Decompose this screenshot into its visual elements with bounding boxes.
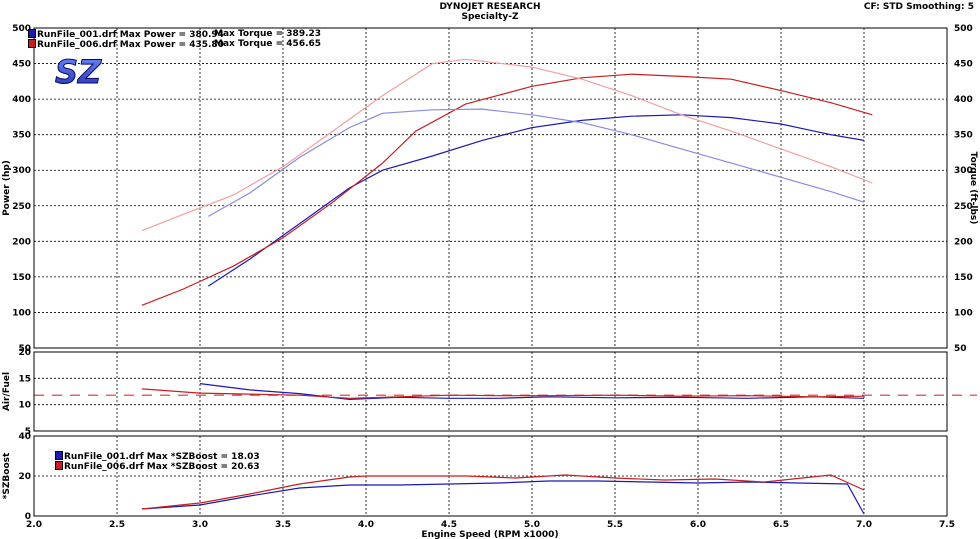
y2-axis-label: Torque (ft-lbs) bbox=[968, 152, 978, 225]
series-line-1-1 bbox=[141, 388, 865, 399]
y-tick-label: 200 bbox=[12, 237, 31, 247]
y2-tick-label: 150 bbox=[954, 273, 973, 283]
logo-text: SZ bbox=[55, 54, 102, 90]
correction-factor-info: CF: STD Smoothing: 5 bbox=[863, 2, 974, 12]
series-line-2-0 bbox=[141, 480, 865, 515]
x-tick-label: 4.0 bbox=[358, 520, 374, 530]
x-axis-label: Engine Speed (RPM x1000) bbox=[421, 530, 558, 539]
y2-tick-label: 250 bbox=[954, 202, 973, 212]
sz-logo: SZ bbox=[55, 54, 103, 90]
x-tick-label: 3.5 bbox=[275, 520, 291, 530]
panel-frame bbox=[33, 435, 948, 517]
legend-torque-run1: Max Torque = 389.23 bbox=[214, 29, 322, 39]
y-tick-label: 300 bbox=[12, 166, 31, 176]
y-tick-label: 0 bbox=[25, 512, 31, 522]
y2-tick-label: 500 bbox=[954, 24, 973, 34]
x-tick-label: 5.0 bbox=[524, 520, 540, 530]
x-tick-label: 6.5 bbox=[773, 520, 789, 530]
x-tick-label: 2.0 bbox=[26, 520, 42, 530]
legend-power-run1: RunFile_001.drf Max Power = 380.94 bbox=[28, 29, 224, 40]
series-layer bbox=[141, 58, 873, 515]
chart-title: DYNOJET RESEARCH bbox=[439, 2, 541, 12]
y2-tick-label: 100 bbox=[954, 308, 973, 318]
legend-boost-run6: RunFile_006.drf Max *SZBoost = 20.63 bbox=[55, 461, 260, 472]
legend-swatch-run6 bbox=[28, 39, 36, 48]
legend-swatch-boost-run1 bbox=[55, 451, 63, 460]
axis-layer: 5010015020025030035040045050050100150200… bbox=[2, 24, 978, 539]
y-axis-label: Power (hp) bbox=[2, 160, 12, 216]
legend-swatch-run1 bbox=[28, 29, 36, 38]
chart-subtitle: Specialty-Z bbox=[461, 12, 519, 22]
y-tick-label: 15 bbox=[18, 374, 31, 384]
series-line-1-0 bbox=[199, 383, 865, 401]
legend-power-run6: RunFile_006.drf Max Power = 435.80 bbox=[28, 39, 224, 50]
panel-frame bbox=[33, 351, 948, 432]
y-tick-label: 5 bbox=[25, 427, 31, 437]
x-tick-label: 7.0 bbox=[856, 520, 872, 530]
y-tick-label: 400 bbox=[12, 95, 31, 105]
y-tick-label: 20 bbox=[18, 348, 31, 358]
y2-tick-label: 300 bbox=[954, 166, 973, 176]
grid-layer bbox=[34, 28, 977, 516]
series-line-0-2 bbox=[208, 108, 865, 217]
y-axis-label: Air/Fuel bbox=[2, 372, 12, 411]
x-tick-label: 7.5 bbox=[939, 520, 955, 530]
x-tick-label: 4.5 bbox=[441, 520, 457, 530]
y-tick-label: 250 bbox=[12, 202, 31, 212]
series-line-0-0 bbox=[207, 114, 865, 287]
series-line-0-1 bbox=[141, 73, 873, 306]
y-tick-label: 20 bbox=[18, 472, 31, 482]
y2-tick-label: 200 bbox=[954, 237, 973, 247]
y-tick-label: 500 bbox=[12, 24, 31, 34]
series-line-2-1 bbox=[141, 474, 865, 510]
x-tick-label: 2.5 bbox=[109, 520, 125, 530]
y-tick-label: 100 bbox=[12, 308, 31, 318]
legend-swatch-boost-run6 bbox=[55, 461, 63, 470]
y2-tick-label: 50 bbox=[954, 344, 967, 354]
x-tick-label: 5.5 bbox=[607, 520, 623, 530]
legend-boost-run1: RunFile_001.drf Max *SZBoost = 18.03 bbox=[55, 451, 260, 462]
y2-tick-label: 400 bbox=[954, 95, 973, 105]
y-axis-label: *SZBoost bbox=[2, 452, 12, 499]
y-tick-label: 10 bbox=[18, 401, 31, 411]
panel-frame bbox=[33, 27, 948, 349]
y2-tick-label: 350 bbox=[954, 131, 973, 141]
y-tick-label: 350 bbox=[12, 131, 31, 141]
x-tick-label: 3.0 bbox=[192, 520, 208, 530]
y2-tick-label: 450 bbox=[954, 60, 973, 70]
y-tick-label: 450 bbox=[12, 60, 31, 70]
series-line-0-3 bbox=[141, 58, 873, 232]
y-tick-label: 150 bbox=[12, 273, 31, 283]
legend-torque-run6: Max Torque = 456.65 bbox=[214, 39, 322, 49]
y-tick-label: 40 bbox=[18, 432, 31, 442]
x-tick-label: 6.0 bbox=[690, 520, 706, 530]
y-tick-label: 50 bbox=[18, 344, 31, 354]
